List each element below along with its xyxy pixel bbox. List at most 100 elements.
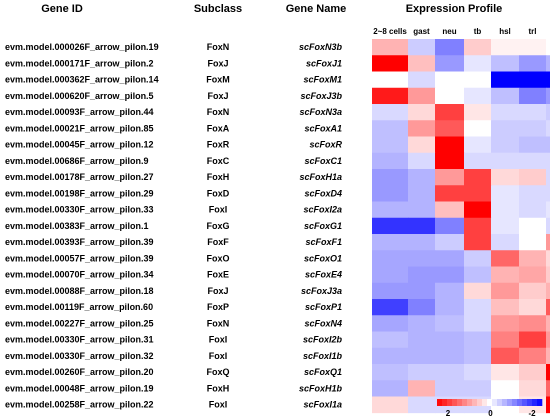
legend-swatch <box>442 399 448 406</box>
heatmap-cell <box>408 39 436 56</box>
heatmap-cell <box>464 152 492 170</box>
legend-swatch <box>517 399 523 406</box>
gene-name-label: scFoxC1 <box>304 156 342 166</box>
gene-id-label: evm.model.00383F_arrow_pilon.1 <box>5 221 149 231</box>
heatmap-cell <box>519 347 547 365</box>
gene-id-label: evm.model.000171F_arrow_pilon.2 <box>5 58 154 68</box>
heatmap-cell <box>408 396 436 414</box>
heatmap-cell <box>491 55 520 72</box>
heatmap-cell <box>519 201 547 219</box>
gene-name-label: scFoxJ3b <box>300 91 342 101</box>
gene-id-label: evm.model.00330F_arrow_pilon.31 <box>5 335 154 345</box>
heatmap-cell <box>491 234 520 251</box>
subclass-label: FoxJ <box>207 91 228 101</box>
gene-id-label: evm.model.00393F_arrow_pilon.39 <box>5 237 154 247</box>
gene-name-label: scFoxE4 <box>305 270 342 280</box>
legend-swatch <box>522 399 528 406</box>
gene-name-label: scFoxN3b <box>299 42 343 52</box>
legend-swatch <box>447 399 453 406</box>
heatmap-cell <box>408 201 436 219</box>
gene-id-label: evm.model.00021F_arrow_pilon.85 <box>5 123 154 133</box>
legend-swatch <box>527 399 533 406</box>
gene-id-label: evm.model.000362F_arrow_pilon.14 <box>5 75 159 85</box>
gene-id-label: evm.model.00070F_arrow_pilon.34 <box>5 270 154 280</box>
gene-id-label: evm.model.00093F_arrow_pilon.44 <box>5 107 154 117</box>
subclass-label: FoxH <box>207 383 230 393</box>
legend-tick: 2 <box>446 409 451 418</box>
legend-swatch <box>532 399 538 406</box>
heatmap-cell <box>519 39 547 56</box>
heatmap-cell <box>435 315 465 332</box>
heatmap-cell <box>546 120 550 137</box>
stage-label: neu <box>442 27 456 36</box>
gene-id-label: evm.model.00330F_arrow_pilon.33 <box>5 205 154 215</box>
heatmap-cell <box>491 71 520 89</box>
heatmap-cell <box>546 169 550 186</box>
subclass-label: FoxN <box>207 107 230 117</box>
heatmap-cell <box>408 380 436 397</box>
heatmap-cell <box>464 87 492 105</box>
heatmap-cell <box>372 364 409 381</box>
gene-id-label: evm.model.00686F_arrow_pilon.9 <box>5 156 149 166</box>
legend-swatch <box>452 399 458 406</box>
heatmap-cell <box>408 185 436 202</box>
heatmap-cell <box>435 250 465 267</box>
gene-id-label: evm.model.00227F_arrow_pilon.25 <box>5 318 154 328</box>
gene-id-header: Gene ID <box>41 3 83 15</box>
heatmap-cell <box>464 104 492 121</box>
subclass-label: FoxM <box>206 75 230 85</box>
heatmap-cell <box>435 380 465 397</box>
heatmap-cell <box>435 169 465 186</box>
heatmap-cell <box>546 152 550 170</box>
heatmap-cell <box>464 169 492 186</box>
heatmap-cell <box>491 380 520 397</box>
subclass-label: FoxP <box>207 302 229 312</box>
gene-id-label: evm.model.00330F_arrow_pilon.32 <box>5 351 154 361</box>
heatmap-cell <box>408 266 436 284</box>
gene-id-label: evm.model.00198F_arrow_pilon.29 <box>5 188 154 198</box>
gene-name-label: scFoxA1 <box>304 123 342 133</box>
heatmap-cell <box>372 104 409 121</box>
gene-name-label: scFoxG1 <box>304 221 342 231</box>
heatmap-cell <box>546 347 550 365</box>
gene-name-header: Gene Name <box>286 3 347 15</box>
heatmap-cell <box>491 104 520 121</box>
heatmap-cell <box>464 39 492 56</box>
heatmap-cell <box>546 201 550 219</box>
heatmap-cell <box>464 364 492 381</box>
stage-label: 2~8 cells <box>373 27 407 36</box>
heatmap-cell <box>546 299 550 316</box>
heatmap-cell <box>491 347 520 365</box>
heatmap-cell <box>372 299 409 316</box>
heatmap-cell <box>546 71 550 89</box>
heatmap-cell <box>408 364 436 381</box>
heatmap-cell <box>435 331 465 349</box>
heatmap-cell <box>546 185 550 202</box>
gene-id-label: evm.model.00178F_arrow_pilon.27 <box>5 172 154 182</box>
heatmap-cell <box>372 185 409 202</box>
heatmap-cell <box>546 217 550 235</box>
heatmap-cell <box>435 217 465 235</box>
heatmap-cell <box>435 136 465 154</box>
legend-swatch <box>472 399 478 406</box>
gene-id-label: evm.model.00260F_arrow_pilon.20 <box>5 367 154 377</box>
heatmap-cell <box>491 266 520 284</box>
heatmap-cell <box>372 169 409 186</box>
gene-name-label: scFoxJ1 <box>306 58 342 68</box>
gene-name-label: scFoxI2a <box>303 205 342 215</box>
heatmap-cell <box>464 347 492 365</box>
gene-name-label: scFoxR <box>309 140 342 150</box>
heatmap-cell <box>408 315 436 332</box>
heatmap-cell <box>546 315 550 332</box>
stage-labels: 2~8 cellsgastneutbhsltrlmj <box>373 27 536 36</box>
heatmap-cell <box>372 266 409 284</box>
heatmap-cell <box>408 169 436 186</box>
gene-name-label: scFoxM1 <box>303 75 342 85</box>
heatmap-cell <box>408 136 436 154</box>
heatmap-cell <box>464 331 492 349</box>
heatmap-cell <box>408 55 436 72</box>
heatmap-cell <box>546 331 550 349</box>
gene-name-label: scFoxD4 <box>304 188 342 198</box>
heatmap-cell <box>464 120 492 137</box>
heatmap-cell <box>372 55 409 72</box>
